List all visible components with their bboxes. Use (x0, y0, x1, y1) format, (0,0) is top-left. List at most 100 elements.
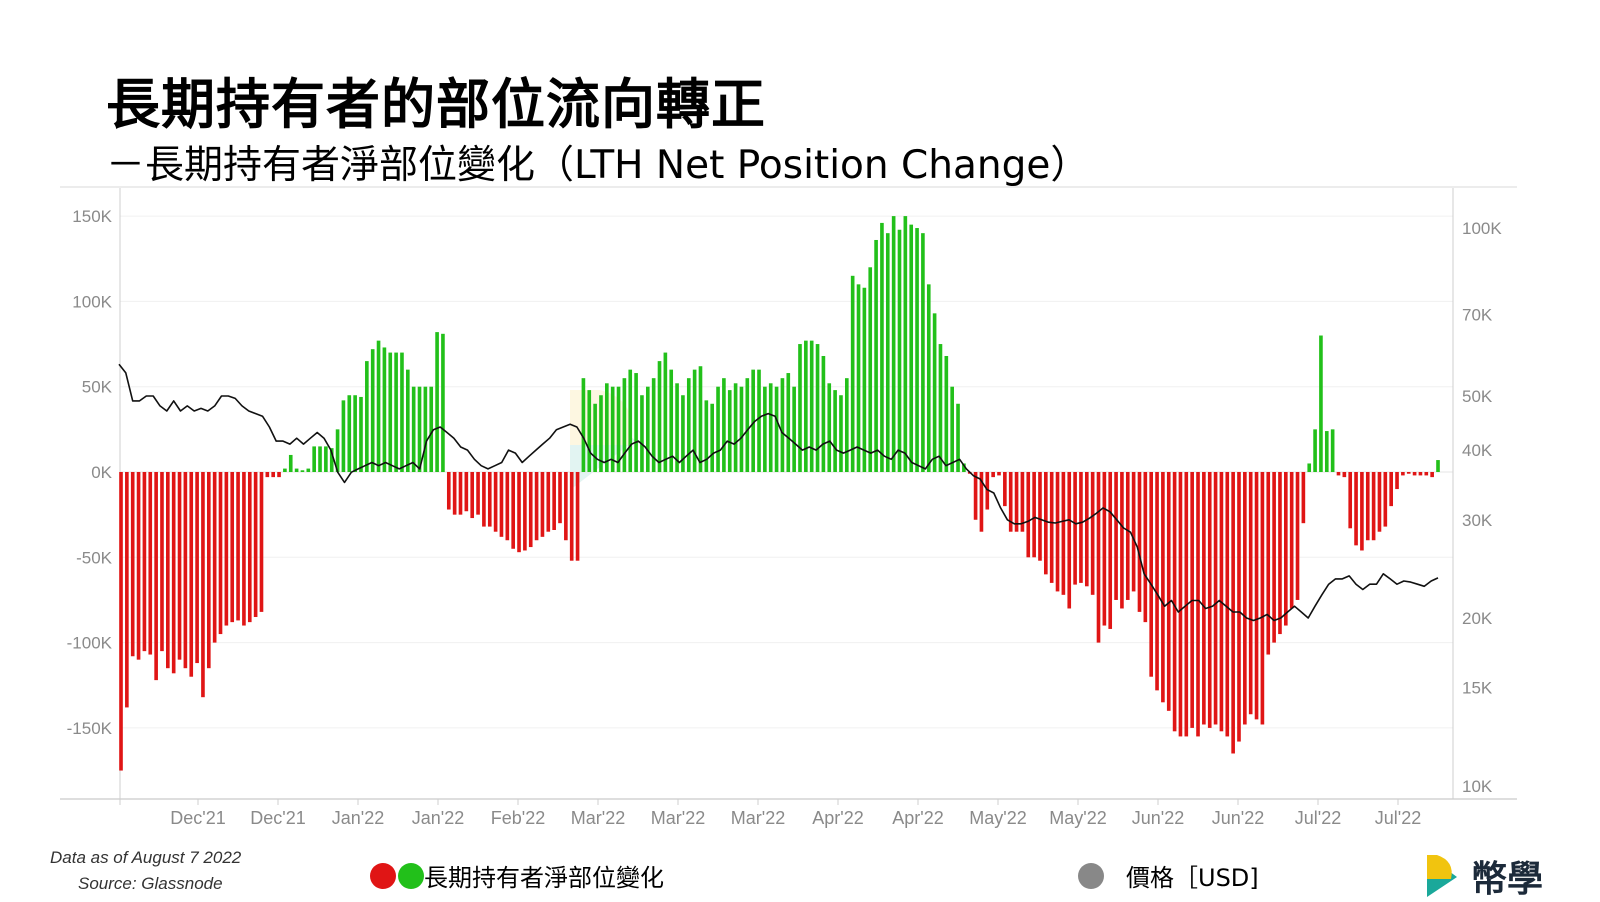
x-tick-label: Feb'22 (491, 808, 545, 828)
bar (423, 386, 428, 472)
bar (435, 332, 439, 472)
bar (675, 383, 679, 472)
bar (1225, 472, 1230, 737)
bar (148, 472, 153, 655)
y-right-tick-label: 50K (1462, 387, 1493, 406)
bar (1003, 472, 1007, 507)
bar (1278, 472, 1282, 635)
y-right-tick-label: 10K (1462, 777, 1493, 796)
y-right-tick-label: 70K (1462, 305, 1493, 324)
bar (809, 340, 814, 472)
bar (1014, 472, 1019, 532)
chart-title: 長期持有者的部位流向轉正 (106, 73, 766, 136)
x-tick-label: May'22 (969, 808, 1026, 828)
bar (640, 395, 644, 472)
bar (932, 313, 937, 472)
chart-subtitle: －長期持有者淨部位變化（LTH Net Position Change） (106, 143, 1090, 188)
bar (727, 390, 732, 472)
bar (856, 284, 861, 472)
bar (774, 386, 779, 472)
bar (768, 383, 773, 472)
bar (400, 352, 404, 472)
bar (160, 472, 164, 652)
bar (827, 383, 832, 472)
x-tick-label: Mar'22 (731, 808, 785, 828)
bar (722, 378, 726, 472)
bar (862, 287, 867, 472)
bar (452, 472, 457, 515)
bar (464, 472, 469, 512)
bar (1207, 472, 1212, 728)
bar (528, 472, 533, 548)
bar (136, 472, 141, 660)
bar (564, 472, 568, 541)
bar (686, 378, 691, 472)
bar (1418, 472, 1423, 476)
bar (523, 472, 527, 551)
bar (833, 390, 837, 472)
bar (382, 347, 387, 472)
bar (353, 395, 357, 472)
bar (1237, 472, 1241, 742)
bar (792, 386, 796, 472)
bar (1424, 472, 1429, 476)
bar (277, 472, 281, 478)
bar (1026, 472, 1031, 558)
bar (534, 472, 539, 541)
bar (1096, 472, 1101, 643)
bar (991, 472, 995, 478)
bar (1166, 472, 1171, 711)
bar (1307, 463, 1312, 472)
bar (558, 472, 562, 524)
bar (1038, 472, 1042, 561)
bar (312, 446, 316, 472)
bar (1079, 472, 1083, 583)
bar (288, 454, 293, 472)
bar (593, 403, 597, 472)
bar (845, 378, 849, 472)
bar (411, 386, 416, 472)
bar (710, 403, 714, 472)
bar (247, 472, 252, 623)
bar (166, 472, 170, 669)
bar (581, 378, 586, 472)
bar (517, 472, 521, 553)
bar (757, 369, 761, 472)
bar (692, 369, 697, 472)
bar (616, 386, 621, 472)
bar (359, 396, 363, 472)
bar (1289, 472, 1294, 609)
bar (979, 472, 984, 532)
x-axis: Dec'21 Dec'21 Jan'22 Jan'22 Feb'22 Mar'22 Mar'… (170, 799, 1421, 828)
bar (915, 228, 919, 472)
x-tick-label: Jul'22 (1375, 808, 1421, 828)
source-note: Source: Glassnode (78, 874, 223, 893)
bar (540, 472, 545, 537)
bar (370, 349, 375, 472)
bar (985, 472, 990, 510)
bar (1155, 472, 1159, 691)
bar (1371, 472, 1376, 541)
bar (546, 472, 551, 532)
bar (1125, 472, 1130, 600)
brand-logo-icon (1427, 855, 1457, 897)
bar (376, 340, 381, 472)
bar (329, 448, 334, 472)
bar (347, 395, 352, 472)
bar (1243, 472, 1247, 725)
y-right-tick-label: 40K (1462, 441, 1493, 460)
bar (1008, 472, 1013, 532)
bar (1090, 472, 1095, 595)
bar (476, 472, 480, 515)
bar (318, 446, 322, 472)
bar (1049, 472, 1054, 583)
bar (493, 472, 498, 532)
bar (189, 472, 194, 677)
x-tick-label: Jun'22 (1212, 808, 1264, 828)
bar (1196, 472, 1200, 737)
bar (903, 216, 908, 472)
bar (839, 395, 843, 472)
bar (195, 472, 199, 664)
legend-positive-dot (398, 862, 424, 889)
